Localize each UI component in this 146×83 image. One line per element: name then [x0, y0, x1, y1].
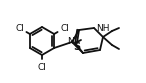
Text: Cl: Cl — [15, 23, 24, 33]
Text: S: S — [73, 42, 81, 52]
Text: Cl: Cl — [60, 23, 69, 33]
Text: N: N — [68, 37, 74, 45]
Text: Cl: Cl — [38, 62, 46, 71]
Text: NH: NH — [96, 23, 110, 33]
